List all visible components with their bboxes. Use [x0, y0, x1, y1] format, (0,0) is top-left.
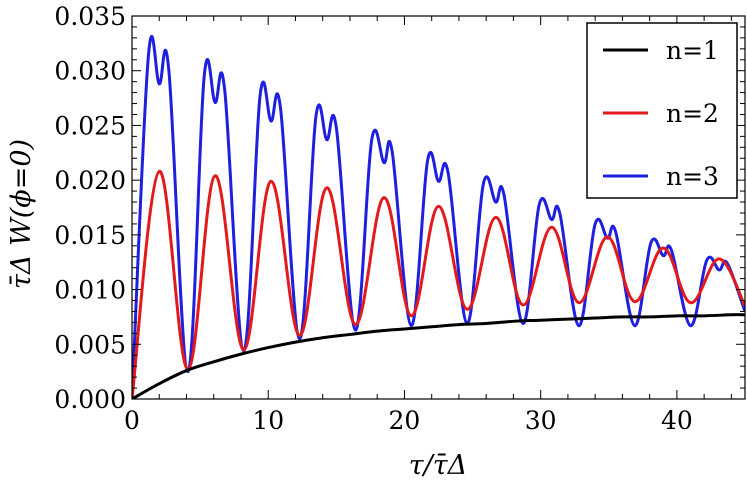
y-axis-title: τ̄Δ W(ϕ=0): [6, 139, 37, 289]
x-tick-label: 0: [124, 406, 140, 435]
y-tick-label: 0.015: [54, 221, 126, 250]
series-line-n3: [132, 34, 745, 399]
plot-border: [131, 15, 746, 400]
x-tick-label: 10: [252, 406, 284, 435]
legend-label-n1: n=1: [666, 36, 719, 65]
y-axis: 0.000 0.005 0.010 0.015 0.020 0.025 0.030 0.035: [54, 2, 745, 414]
y-tick-label: 0.020: [54, 166, 126, 195]
plot-frame: [131, 15, 746, 400]
x-tick-label: 30: [525, 406, 557, 435]
legend: n=1 n=2 n=3: [586, 22, 738, 199]
legend-label-n3: n=3: [666, 162, 719, 191]
series-line-n2: [132, 169, 745, 399]
x-axis-title: τ/τ̄Δ: [409, 450, 467, 481]
x-tick-label: 40: [661, 406, 693, 435]
y-tick-label: 0.010: [54, 276, 126, 305]
curves: [132, 34, 745, 399]
legend-label-n2: n=2: [666, 99, 719, 128]
series-line-n1: [132, 313, 745, 399]
y-tick-label: 0.030: [54, 57, 126, 86]
legend-box: [586, 22, 738, 199]
y-tick-label: 0.035: [54, 2, 126, 31]
x-axis: 0 10 20 30 40: [124, 16, 732, 435]
y-tick-label: 0.005: [54, 330, 126, 359]
y-tick-label: 0.000: [54, 385, 126, 414]
x-tick-label: 20: [389, 406, 421, 435]
y-tick-label: 0.025: [54, 111, 126, 140]
